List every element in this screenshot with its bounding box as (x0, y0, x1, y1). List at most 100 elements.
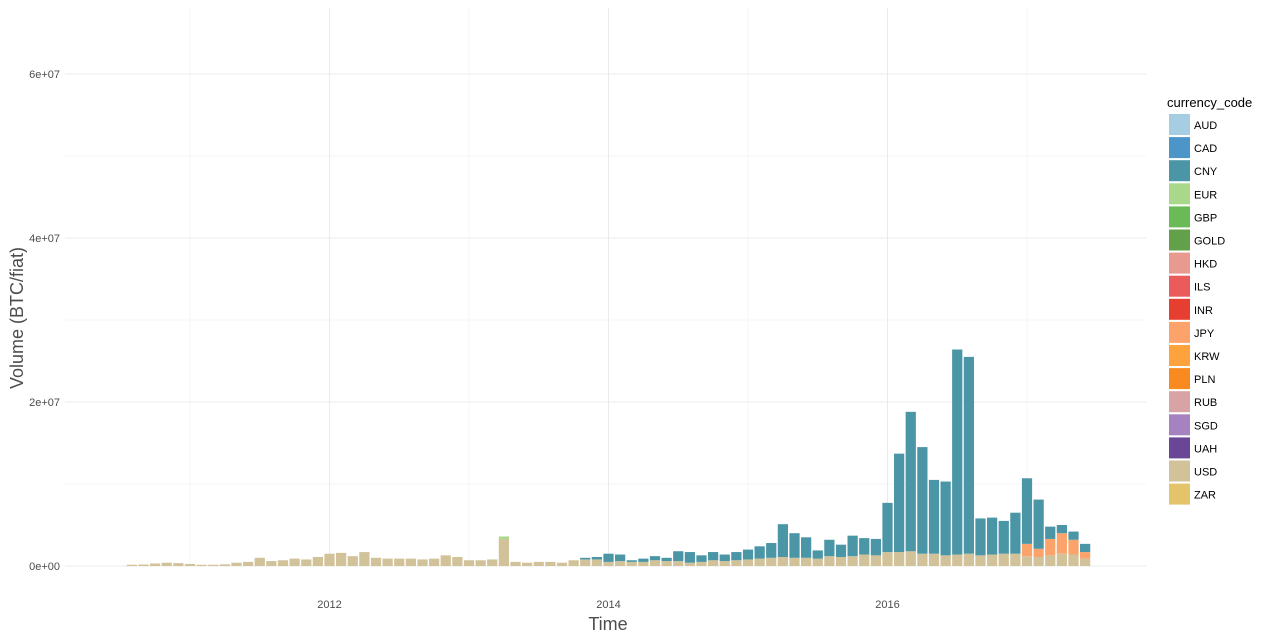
bar-usd (847, 556, 858, 566)
bar-cny (952, 349, 963, 555)
legend-swatch-gbp (1169, 206, 1190, 228)
bar-usd (754, 558, 765, 566)
bar-usd (649, 560, 661, 566)
legend-swatch-ils (1169, 275, 1190, 297)
bar-usd (708, 560, 719, 566)
bar-eur (498, 536, 509, 539)
bar-usd (580, 559, 591, 566)
bar-usd (626, 561, 637, 566)
bar-cny (626, 560, 637, 562)
legend-label-cad: CAD (1194, 143, 1217, 155)
legend-swatch-cad (1169, 137, 1190, 159)
bar-cny (975, 518, 986, 556)
x-tick-label: 2012 (317, 599, 341, 611)
bar-usd (673, 561, 684, 566)
bar-usd (429, 558, 440, 566)
legend-label-inr: INR (1194, 305, 1213, 317)
bar-usd (917, 553, 928, 566)
bar-usd (835, 556, 847, 566)
bar-usd (452, 556, 463, 566)
bar-usd (1033, 556, 1044, 566)
bar-usd (150, 563, 161, 566)
bar-cny (835, 544, 847, 557)
bar-usd (545, 561, 556, 566)
bar-usd (1045, 555, 1056, 566)
bar-usd (277, 560, 289, 566)
bar-cny (708, 552, 719, 561)
bar-usd (568, 560, 579, 566)
bar-usd (417, 559, 428, 566)
bar-jpy (1080, 552, 1091, 559)
bar-jpy (1021, 543, 1033, 557)
bar-usd (196, 564, 207, 566)
bar-usd (184, 563, 196, 566)
y-tick-labels: 0e+00 2e+07 4e+07 6e+07 (29, 69, 60, 573)
bar-cny (940, 481, 951, 556)
bar-usd (475, 560, 486, 566)
bar-usd (824, 556, 835, 566)
bar-usd (208, 564, 219, 566)
bar-cny (1033, 499, 1044, 549)
bar-usd (219, 564, 230, 566)
bar-usd (487, 559, 498, 566)
bar-cny (1080, 543, 1091, 553)
y-tick-label: 4e+07 (29, 233, 60, 245)
bar-usd (440, 555, 451, 566)
bar-usd (766, 557, 777, 566)
bar-usd (789, 557, 800, 566)
bar-cny (742, 549, 754, 560)
legend-title: currency_code (1167, 95, 1252, 110)
bar-cny (754, 546, 765, 559)
legend-label-gold: GOLD (1194, 236, 1225, 248)
bar-cny (696, 555, 707, 562)
bar-usd (963, 553, 974, 566)
bar-cny (812, 550, 823, 559)
legend-label-rub: RUB (1194, 397, 1217, 409)
bar-cny (638, 558, 649, 562)
bar-cny (580, 557, 591, 560)
bar-jpy (1045, 538, 1056, 556)
legend-label-jpy: JPY (1194, 328, 1215, 340)
legend-swatch-zar (1169, 483, 1190, 505)
legend-swatch-aud (1169, 114, 1190, 135)
bar-usd (347, 556, 358, 566)
legend-swatch-pln (1169, 368, 1190, 390)
bar-usd (394, 558, 405, 566)
legend-swatch-gold (1169, 229, 1190, 251)
bar-cny (661, 557, 672, 562)
bar-usd (336, 552, 347, 566)
legend-swatch-usd (1169, 460, 1190, 482)
bar-usd (987, 554, 998, 566)
bar-usd (301, 559, 312, 566)
bar-cny (684, 552, 695, 563)
legend-swatch-eur (1169, 183, 1190, 205)
bar-usd (859, 554, 870, 566)
bar-cny (615, 554, 626, 562)
bar-cny (847, 535, 858, 557)
legend-swatch-krw (1169, 345, 1190, 366)
bar-cny (894, 453, 905, 553)
bar-usd (870, 555, 881, 566)
bar-usd (905, 551, 916, 566)
bar-usd (289, 558, 300, 566)
bar-jpy (1033, 548, 1044, 557)
bar-usd (254, 557, 265, 566)
bar-cny (998, 520, 1009, 554)
legend-swatch-sgd (1169, 414, 1190, 436)
bars (126, 349, 1091, 566)
bar-cny (649, 556, 661, 561)
bar-cny (789, 533, 800, 558)
bar-usd (138, 564, 149, 566)
bar-usd (1056, 553, 1067, 566)
bar-cny (1056, 525, 1067, 534)
bar-usd (231, 562, 242, 566)
grid (65, 8, 1146, 567)
bar-cny (1045, 526, 1056, 539)
x-tick-labels: 2012 2014 2016 (317, 599, 899, 611)
y-axis-title: Volume (BTC/fiat) (7, 247, 27, 389)
bar-cny (731, 552, 742, 561)
legend-label-krw: KRW (1194, 351, 1220, 363)
bar-usd (1068, 554, 1079, 566)
bar-usd (359, 552, 370, 566)
y-tick-label: 0e+00 (29, 561, 60, 573)
